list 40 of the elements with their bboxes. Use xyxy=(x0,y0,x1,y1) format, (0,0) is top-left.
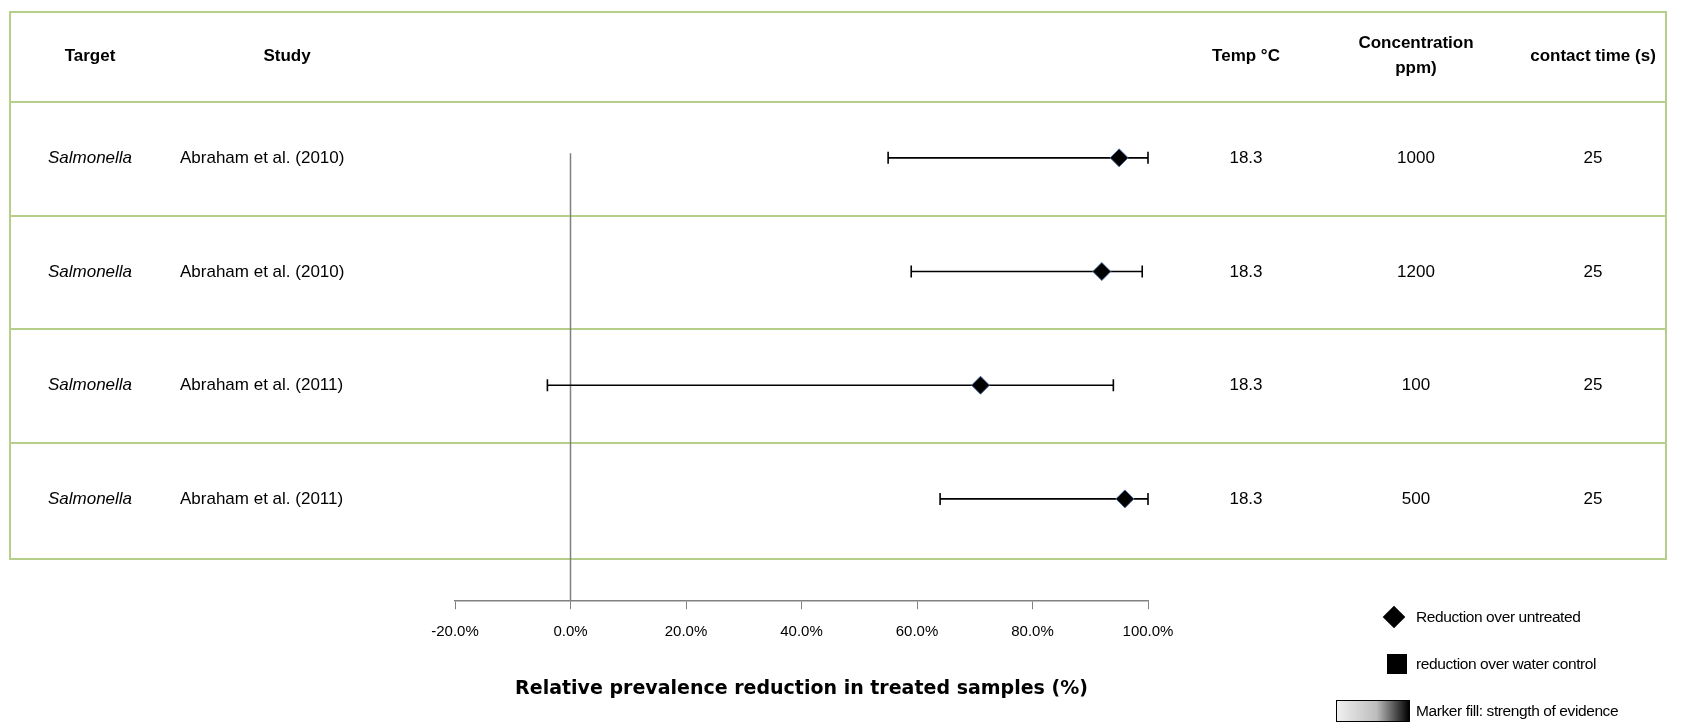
text: Salmonella xyxy=(47,260,133,283)
text: Target xyxy=(64,44,116,67)
legend-label: Reduction over untreated xyxy=(1416,608,1581,626)
text: Marker fill: strength of evidence xyxy=(1416,702,1619,720)
text: contact time (s) xyxy=(1529,44,1657,67)
y-tick-label: Abraham et al. (2011) xyxy=(180,487,344,510)
x-tick-label: 100.0% xyxy=(1122,622,1174,640)
x-tick-label: 60.0% xyxy=(895,622,939,640)
text: 1000 xyxy=(1397,146,1435,169)
text: 1200 xyxy=(1397,260,1435,283)
text: 18.3 xyxy=(1229,487,1263,510)
x-tick-label: 0.0% xyxy=(553,622,588,640)
text: Temp °C xyxy=(1212,44,1280,67)
point xyxy=(1115,489,1135,509)
text: Study xyxy=(263,44,311,67)
x-tick-label: 20.0% xyxy=(664,622,708,640)
text: 100 xyxy=(1401,373,1431,396)
text: 18.3 xyxy=(1229,260,1263,283)
text: 25 xyxy=(1583,487,1603,510)
text: reduction over water control xyxy=(1416,655,1597,673)
point xyxy=(1092,262,1112,282)
text: Salmonella xyxy=(47,487,133,510)
text: Concentration ppm) xyxy=(1357,32,1475,79)
x-tick-label: 80.0% xyxy=(1011,622,1054,640)
text: Salmonella xyxy=(47,146,133,169)
text: 500 xyxy=(1401,487,1431,510)
text: 25 xyxy=(1583,146,1603,169)
x-tick-label: 40.0% xyxy=(780,622,823,640)
text: 18.3 xyxy=(1229,146,1263,169)
point xyxy=(1109,148,1129,168)
y-tick-label: Abraham et al. (2011) xyxy=(180,373,344,396)
point xyxy=(971,375,991,395)
text: 18.3 xyxy=(1229,373,1263,396)
y-tick-label: Abraham et al. (2010) xyxy=(180,146,345,169)
y-tick-label: Abraham et al. (2010) xyxy=(180,260,345,283)
text: Salmonella xyxy=(47,373,133,396)
text: 25 xyxy=(1583,260,1603,283)
x-tick-label: -20.0% xyxy=(431,622,479,640)
text: 25 xyxy=(1583,373,1603,396)
x-axis-title: Relative prevalence reduction in treated samples (%) xyxy=(515,675,1088,698)
